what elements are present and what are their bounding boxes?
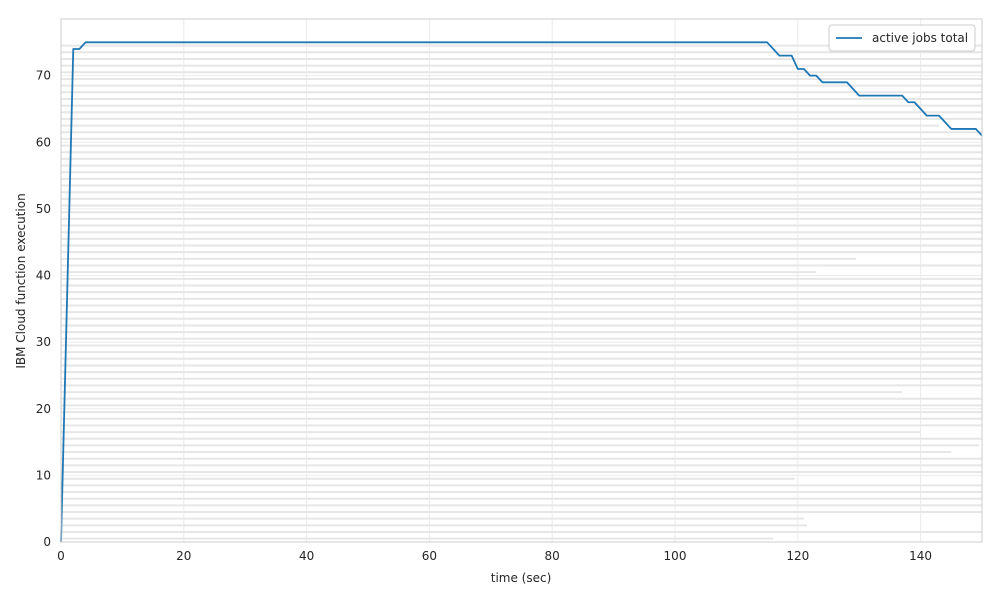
x-tick-label: 60 (422, 549, 437, 563)
y-tick-label: 20 (36, 402, 51, 416)
x-tick-label: 140 (909, 549, 932, 563)
x-tick-labels: 0 20 40 60 80 100 120 140 (57, 549, 932, 563)
plot-frame (60, 18, 983, 543)
x-tick-label: 100 (664, 549, 687, 563)
job-bars (61, 44, 982, 540)
series-lines (60, 41, 983, 543)
x-tick-label: 40 (299, 549, 314, 563)
x-tick-label: 120 (786, 549, 809, 563)
y-tick-label: 0 (43, 535, 51, 549)
x-tick-label: 0 (57, 549, 65, 563)
x-axis-label: time (sec) (491, 571, 552, 585)
y-axis-label: IBM Cloud function execution (14, 193, 28, 368)
series-line (60, 41, 983, 543)
y-tick-label: 60 (36, 135, 51, 149)
y-tick-labels: 0 10 20 30 40 50 60 70 (36, 69, 51, 549)
x-tick-label: 80 (545, 549, 560, 563)
y-tick-label: 30 (36, 335, 51, 349)
y-tick-label: 70 (36, 69, 51, 83)
y-tick-label: 40 (36, 269, 51, 283)
legend: active jobs total (828, 24, 976, 52)
x-tick-label: 20 (176, 549, 191, 563)
y-tick-label: 50 (36, 202, 51, 216)
legend-label: active jobs total (872, 31, 968, 45)
plot-background (61, 19, 982, 542)
legend-box (828, 24, 976, 52)
y-tick-label: 10 (36, 468, 51, 482)
